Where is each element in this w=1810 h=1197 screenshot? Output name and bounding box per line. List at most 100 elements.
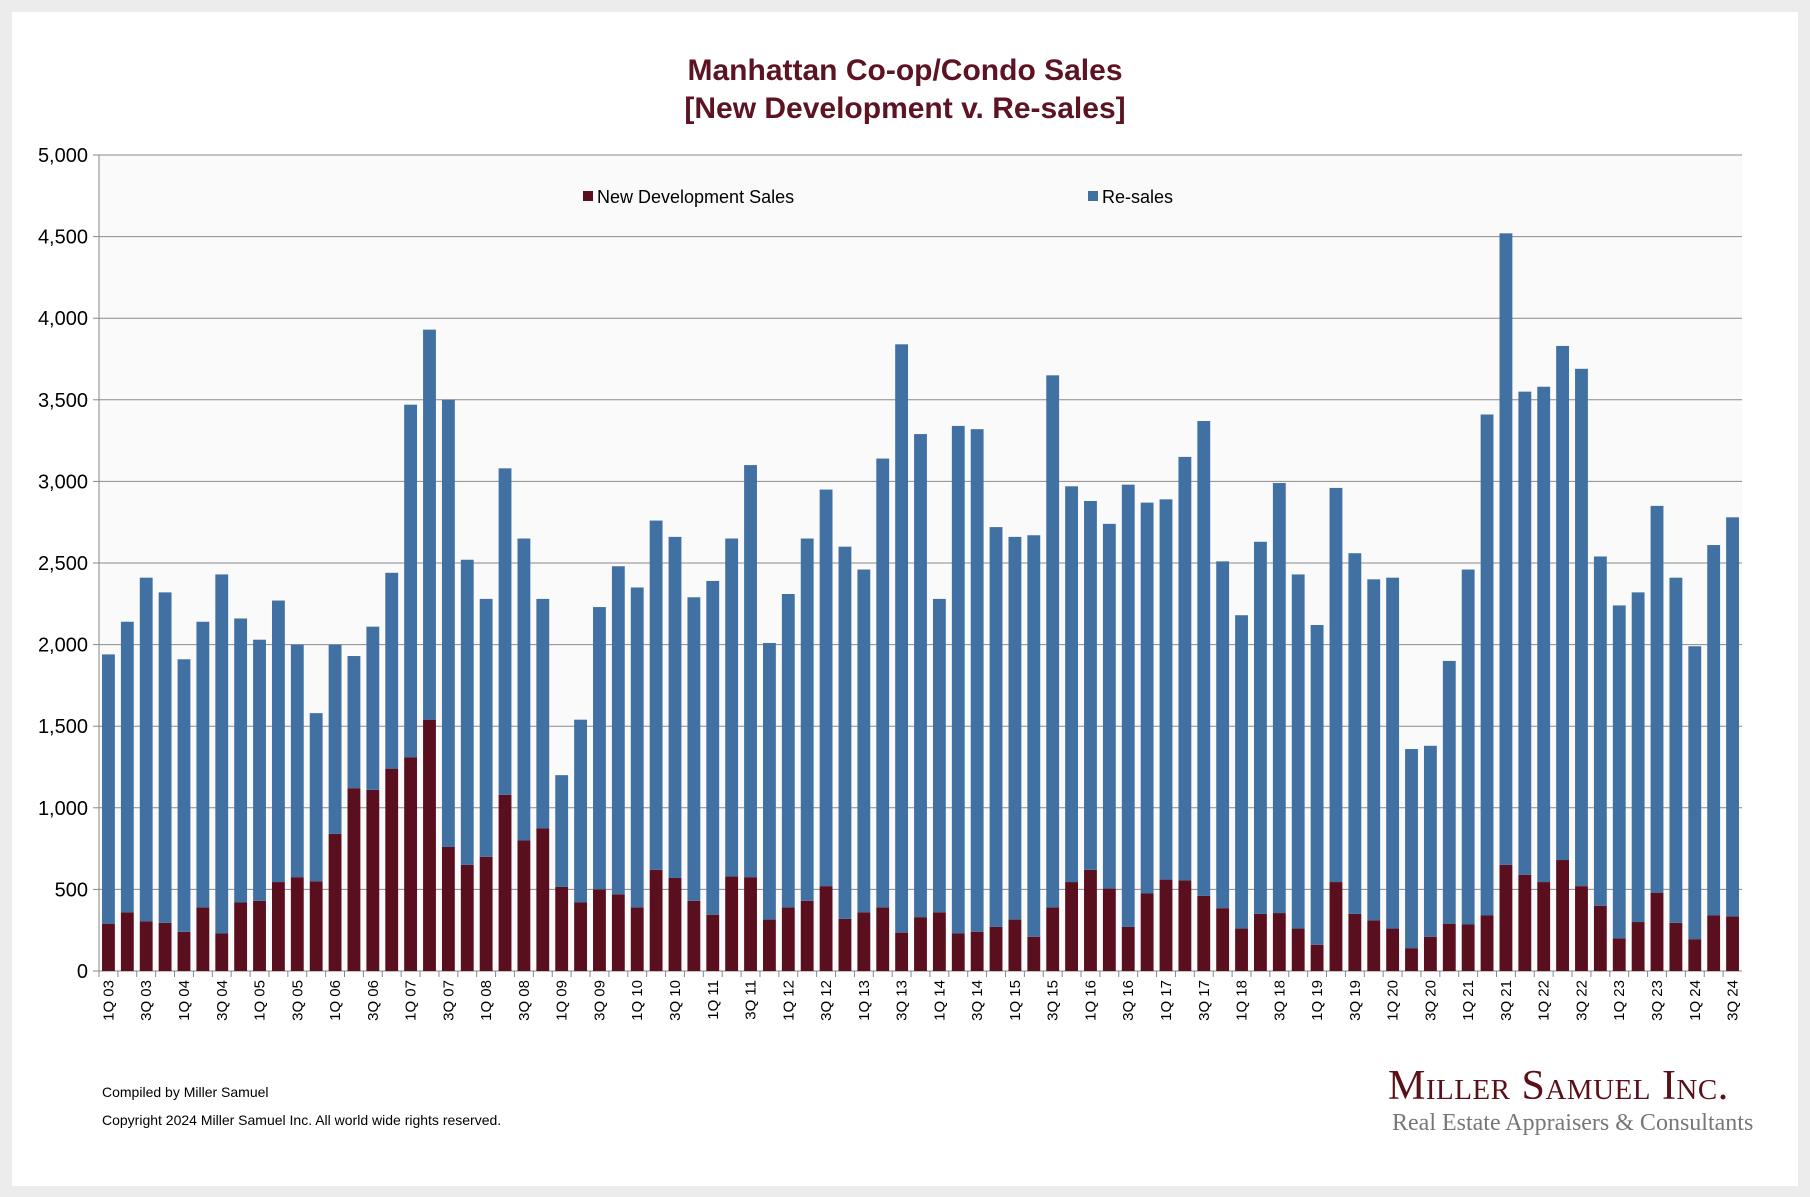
bar-resales bbox=[1688, 646, 1702, 940]
bar-new-development bbox=[876, 907, 890, 971]
x-tick-label: 1Q 07 bbox=[403, 980, 420, 1021]
bar-resales bbox=[1499, 233, 1513, 865]
bar-resales bbox=[120, 621, 134, 913]
bar-new-development bbox=[611, 894, 625, 971]
bar-resales bbox=[1272, 483, 1286, 914]
bar-new-development bbox=[1518, 874, 1532, 971]
x-tick-label: 1Q 09 bbox=[554, 980, 571, 1021]
bar-resales bbox=[366, 626, 380, 790]
bar-new-development bbox=[1593, 905, 1607, 971]
bar-resales bbox=[781, 594, 795, 908]
bar-resales bbox=[347, 656, 361, 789]
y-tick-label: 2,000 bbox=[38, 635, 88, 657]
bar-resales bbox=[574, 719, 587, 903]
bar-new-development bbox=[593, 889, 606, 971]
bar-new-development bbox=[1612, 938, 1626, 971]
bar-new-development bbox=[574, 902, 587, 971]
bar-new-development bbox=[196, 907, 210, 971]
bar-resales bbox=[762, 642, 776, 920]
x-tick-label: 3Q 05 bbox=[289, 980, 306, 1021]
bar-resales bbox=[630, 587, 644, 908]
bar-resales bbox=[1575, 368, 1588, 887]
bar-resales bbox=[1423, 745, 1437, 937]
bar-resales bbox=[404, 404, 418, 758]
x-tick-label: 1Q 23 bbox=[1611, 980, 1628, 1021]
bar-new-development bbox=[800, 900, 814, 971]
bar-resales bbox=[139, 577, 153, 922]
bar-new-development bbox=[989, 926, 1003, 971]
y-tick-label: 500 bbox=[55, 879, 88, 901]
x-tick-label: 1Q 04 bbox=[176, 980, 193, 1021]
y-tick-label: 4,000 bbox=[38, 308, 88, 330]
bar-new-development bbox=[762, 919, 776, 971]
bar-new-development bbox=[1461, 924, 1475, 971]
bar-new-development bbox=[1046, 907, 1060, 971]
bar-new-development bbox=[630, 907, 644, 971]
logo-company-name: Miller Samuel Inc. bbox=[1388, 1063, 1729, 1109]
bar-new-development bbox=[1216, 908, 1230, 971]
bar-new-development bbox=[441, 846, 455, 971]
bar-new-development bbox=[1291, 928, 1305, 971]
bar-resales bbox=[1329, 487, 1343, 883]
bar-new-development bbox=[120, 912, 134, 971]
bar-new-development bbox=[347, 788, 361, 971]
x-tick-label: 1Q 15 bbox=[1007, 980, 1024, 1021]
bar-new-development bbox=[1707, 915, 1721, 971]
legend-label: Re-sales bbox=[1102, 187, 1173, 207]
bar-new-development bbox=[536, 828, 550, 971]
bar-new-development bbox=[290, 877, 304, 971]
bar-new-development bbox=[1367, 920, 1381, 971]
bar-resales bbox=[1102, 523, 1116, 889]
chart-title-line-1: Manhattan Co-op/Condo Sales bbox=[687, 54, 1123, 87]
x-tick-label: 1Q 21 bbox=[1460, 980, 1477, 1021]
bar-new-development bbox=[1272, 913, 1286, 971]
bar-resales bbox=[555, 775, 569, 887]
bar-new-development bbox=[1329, 882, 1343, 971]
bar-new-development bbox=[1140, 893, 1154, 971]
bar-resales bbox=[1310, 625, 1324, 945]
bar-resales bbox=[385, 572, 399, 769]
bar-resales bbox=[914, 434, 927, 918]
y-tick-label: 1,500 bbox=[38, 716, 88, 738]
bar-new-development bbox=[271, 882, 285, 971]
bar-new-development bbox=[1537, 882, 1551, 971]
bar-resales bbox=[1291, 574, 1305, 929]
x-tick-label: 1Q 06 bbox=[327, 980, 344, 1021]
bar-new-development bbox=[1197, 895, 1211, 971]
bar-new-development bbox=[1442, 923, 1456, 971]
bar-new-development bbox=[932, 912, 946, 971]
bar-new-development bbox=[177, 931, 191, 971]
copyright-note: Copyright 2024 Miller Samuel Inc. All wo… bbox=[102, 1112, 502, 1128]
bar-new-development bbox=[1405, 948, 1418, 971]
bar-resales bbox=[706, 580, 720, 915]
bar-new-development bbox=[1235, 928, 1248, 971]
bar-resales bbox=[1235, 615, 1248, 929]
bar-resales bbox=[498, 468, 512, 795]
bar-resales bbox=[593, 607, 606, 890]
bar-new-development bbox=[404, 757, 418, 971]
bar-resales bbox=[1669, 577, 1683, 923]
legend-swatch bbox=[583, 191, 593, 201]
bar-resales bbox=[1008, 536, 1022, 920]
x-tick-label: 1Q 12 bbox=[780, 980, 797, 1021]
x-tick-label: 1Q 24 bbox=[1687, 980, 1704, 1021]
bar-resales bbox=[196, 621, 210, 908]
bar-resales bbox=[1537, 386, 1551, 883]
bar-resales bbox=[951, 425, 965, 934]
x-tick-label: 1Q 19 bbox=[1309, 980, 1326, 1021]
x-tick-label: 3Q 15 bbox=[1045, 980, 1062, 1021]
bar-resales bbox=[234, 618, 248, 903]
x-tick-label: 1Q 18 bbox=[1234, 980, 1251, 1021]
y-tick-label: 5,000 bbox=[38, 145, 88, 167]
bar-resales bbox=[1518, 391, 1532, 875]
bar-new-development bbox=[328, 833, 342, 971]
bar-resales bbox=[309, 713, 323, 882]
y-tick-label: 2,500 bbox=[38, 553, 88, 575]
x-tick-label: 1Q 11 bbox=[705, 980, 722, 1020]
x-tick-label: 3Q 18 bbox=[1271, 980, 1288, 1021]
bar-resales bbox=[1612, 605, 1626, 939]
bar-resales bbox=[253, 639, 266, 901]
bar-new-development bbox=[1348, 913, 1362, 971]
x-tick-label: 1Q 16 bbox=[1082, 980, 1099, 1021]
